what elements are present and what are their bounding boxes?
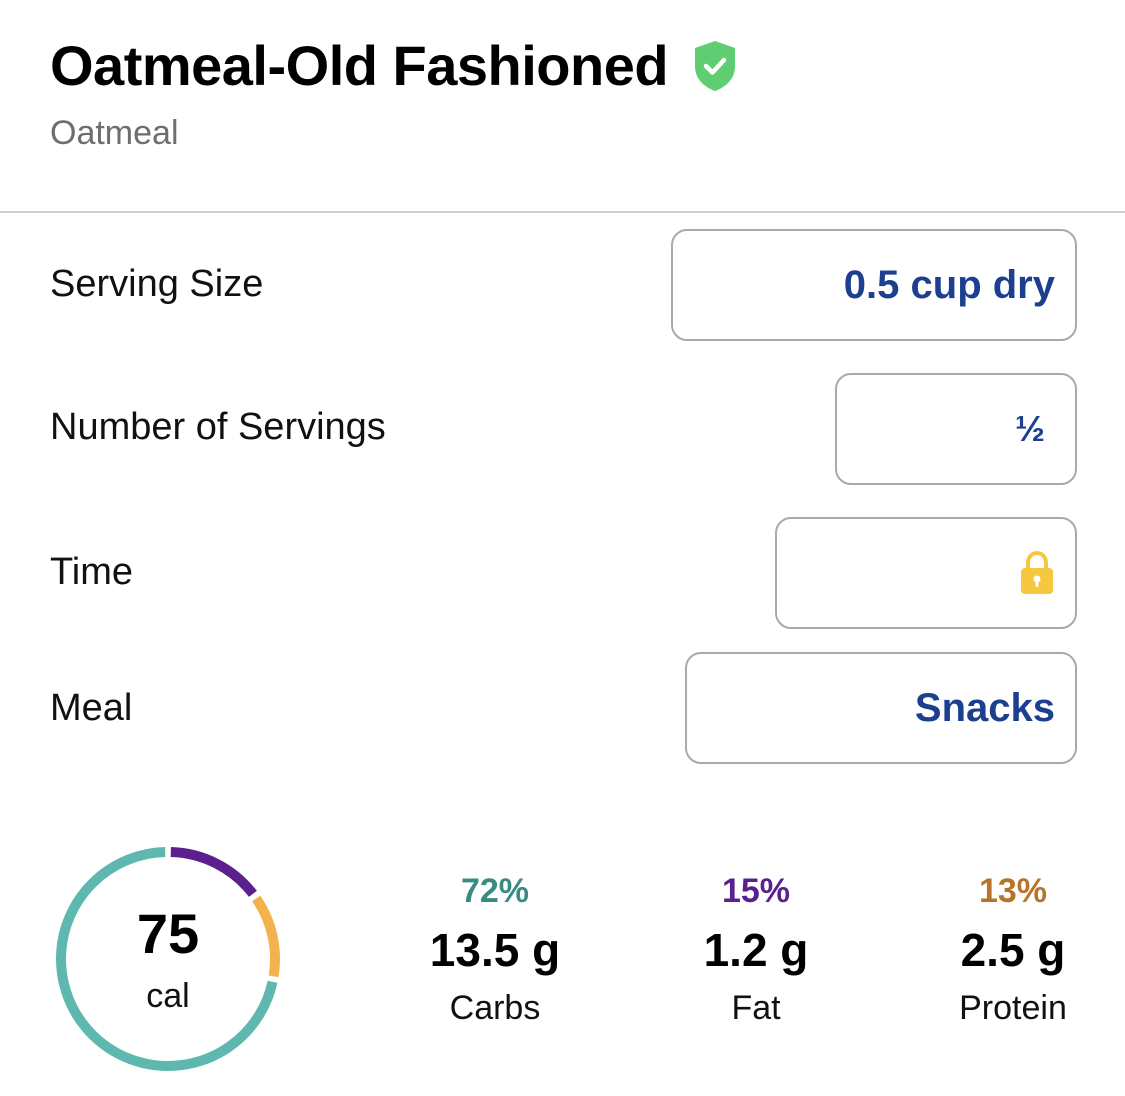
calorie-unit: cal [146,977,190,1015]
carbs-percent: 72% [460,872,530,910]
time-field[interactable] [775,517,1077,629]
serving-size-label: Serving Size [50,263,264,305]
divider [0,211,1125,213]
macro-carbs: 72% 13.5 g Carbs [395,872,595,1028]
protein-percent: 13% [978,872,1048,910]
macro-fat: 15% 1.2 g Fat [656,872,856,1028]
food-header: Oatmeal-Old Fashioned [50,30,738,102]
carbs-label: Carbs [449,989,541,1027]
serving-size-field[interactable]: 0.5 cup dry [671,229,1077,341]
ring-segment-fat [170,847,257,897]
fat-grams: 1.2 g [703,924,809,976]
ring-segment-carbs [56,847,278,1071]
macro-protein: 13% 2.5 g Protein [913,872,1113,1028]
macro-ring-chart [56,847,280,1071]
meal-field[interactable]: Snacks [685,652,1077,764]
carbs-grams: 13.5 g [429,924,561,976]
food-title: Oatmeal-Old Fashioned [50,34,669,97]
protein-label: Protein [959,989,1067,1027]
protein-grams: 2.5 g [960,924,1066,976]
fat-label: Fat [731,989,781,1027]
calorie-ring: 75 cal [52,843,284,1075]
verified-shield-icon [692,39,738,93]
servings-value: ½ [1014,408,1045,449]
servings-label: Number of Servings [50,406,386,448]
serving-size-value: 0.5 cup dry [843,262,1055,307]
meal-value: Snacks [914,685,1055,730]
fat-percent: 15% [721,872,791,910]
time-label: Time [50,551,134,593]
servings-field[interactable]: ½ [835,373,1077,485]
calorie-count: 75 [136,902,200,965]
ring-segment-protein [252,895,280,978]
food-brand: Oatmeal [50,114,179,152]
lock-icon [1019,551,1055,595]
meal-label: Meal [50,687,133,729]
